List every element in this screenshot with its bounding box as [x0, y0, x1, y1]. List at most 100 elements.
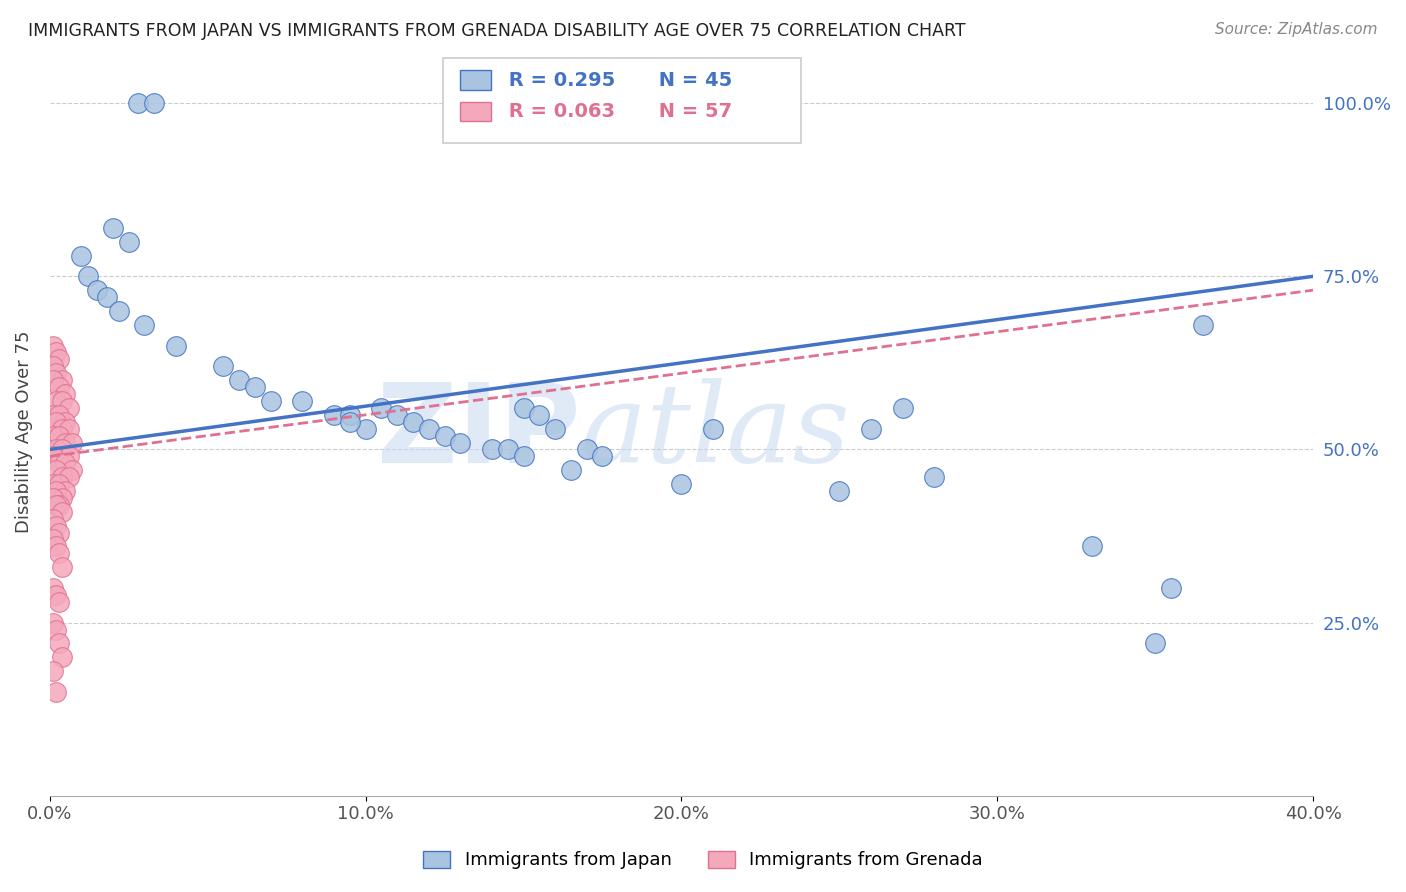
Text: R = 0.063: R = 0.063 — [502, 102, 614, 121]
Point — [42, 359, 65, 374]
Point — [76, 269, 98, 284]
Point — [402, 415, 425, 429]
Point — [51, 373, 73, 387]
Point — [51, 650, 73, 665]
Point — [323, 408, 346, 422]
Point — [45, 685, 67, 699]
Point — [48, 595, 70, 609]
Point — [228, 373, 250, 387]
Point — [702, 422, 724, 436]
Point — [42, 615, 65, 630]
Point — [243, 380, 266, 394]
Point — [42, 373, 65, 387]
Point — [96, 290, 118, 304]
Point — [42, 581, 65, 595]
Point — [42, 477, 65, 491]
Point — [48, 477, 70, 491]
Point — [55, 483, 77, 498]
Point — [370, 401, 392, 415]
Point — [51, 422, 73, 436]
Point — [45, 623, 67, 637]
Point — [42, 491, 65, 505]
Point — [560, 463, 582, 477]
Point — [48, 380, 70, 394]
Point — [45, 588, 67, 602]
Point — [127, 96, 149, 111]
Point — [48, 498, 70, 512]
Point — [55, 387, 77, 401]
Point — [260, 394, 283, 409]
Point — [1081, 540, 1104, 554]
Point — [55, 415, 77, 429]
Point — [42, 533, 65, 547]
Point — [592, 450, 614, 464]
Point — [86, 283, 108, 297]
Point — [45, 345, 67, 359]
Point — [291, 394, 314, 409]
Point — [481, 442, 503, 457]
Point — [575, 442, 598, 457]
Point — [45, 483, 67, 498]
Text: atlas: atlas — [581, 378, 851, 486]
Point — [58, 422, 80, 436]
Point — [58, 470, 80, 484]
Text: N = 57: N = 57 — [652, 102, 733, 121]
Point — [48, 636, 70, 650]
Text: R = 0.295: R = 0.295 — [502, 70, 616, 90]
Point — [512, 401, 534, 415]
Point — [1191, 318, 1213, 332]
Point — [51, 560, 73, 574]
Point — [117, 235, 139, 249]
Point — [859, 422, 882, 436]
Point — [339, 415, 361, 429]
Text: IMMIGRANTS FROM JAPAN VS IMMIGRANTS FROM GRENADA DISABILITY AGE OVER 75 CORRELAT: IMMIGRANTS FROM JAPAN VS IMMIGRANTS FROM… — [28, 22, 966, 40]
Point — [828, 483, 851, 498]
Point — [1144, 636, 1167, 650]
Text: Source: ZipAtlas.com: Source: ZipAtlas.com — [1215, 22, 1378, 37]
Point — [51, 394, 73, 409]
Point — [48, 546, 70, 560]
Point — [58, 450, 80, 464]
Point — [496, 442, 519, 457]
Point — [45, 540, 67, 554]
Point — [70, 248, 93, 262]
Point — [42, 512, 65, 526]
Point — [42, 338, 65, 352]
Point — [165, 338, 187, 352]
Point — [891, 401, 914, 415]
Point — [101, 220, 124, 235]
Point — [45, 415, 67, 429]
Point — [385, 408, 408, 422]
Point — [48, 352, 70, 367]
Point — [45, 518, 67, 533]
Point — [449, 435, 471, 450]
Point — [48, 525, 70, 540]
Point — [48, 428, 70, 442]
Text: ZIP: ZIP — [377, 378, 581, 485]
Point — [42, 428, 65, 442]
Point — [108, 304, 131, 318]
Point — [922, 470, 945, 484]
Point — [339, 408, 361, 422]
Point — [55, 456, 77, 470]
Y-axis label: Disability Age Over 75: Disability Age Over 75 — [15, 331, 32, 533]
Point — [529, 408, 551, 422]
Point — [51, 442, 73, 457]
Point — [1160, 581, 1182, 595]
Point — [45, 442, 67, 457]
Point — [42, 664, 65, 678]
Point — [354, 422, 377, 436]
Point — [45, 498, 67, 512]
Point — [48, 456, 70, 470]
Point — [60, 463, 83, 477]
Point — [142, 96, 165, 111]
Point — [58, 401, 80, 415]
Point — [42, 408, 65, 422]
Point — [134, 318, 156, 332]
Point — [45, 366, 67, 380]
Text: N = 45: N = 45 — [652, 70, 733, 90]
Point — [42, 450, 65, 464]
Point — [433, 428, 456, 442]
Point — [671, 477, 693, 491]
Point — [544, 422, 567, 436]
